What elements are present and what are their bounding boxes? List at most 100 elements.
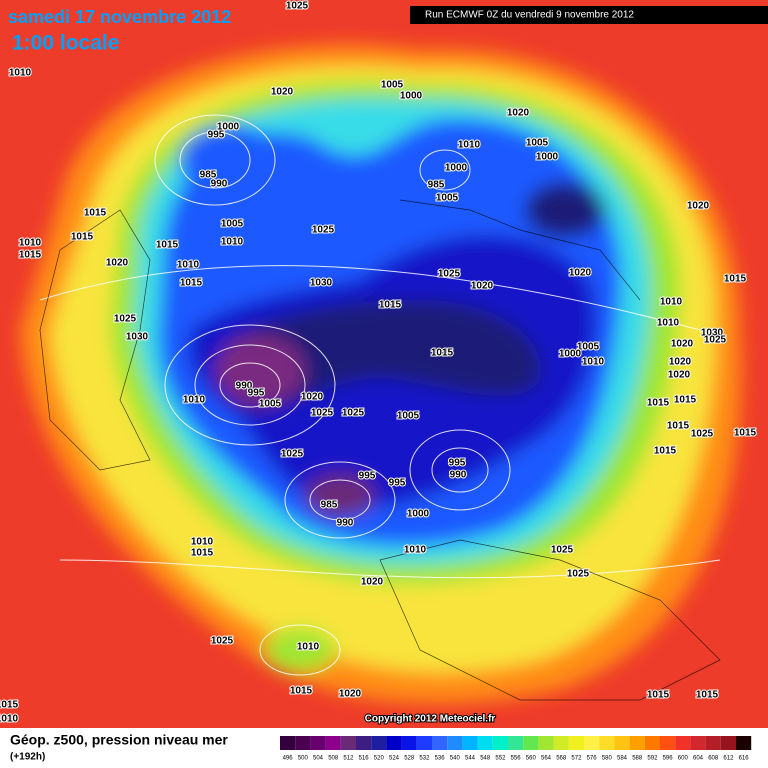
field	[0, 0, 768, 728]
isobar-label: 1010	[458, 140, 481, 151]
isobar-label: 1010	[177, 260, 200, 271]
isobar-label: 1010	[0, 714, 19, 725]
isobar-label: 1015	[19, 250, 42, 261]
isobar-label: 1015	[156, 240, 179, 251]
scale-swatch	[690, 736, 706, 750]
scale-label: 604	[693, 756, 704, 762]
scale-label: 596	[663, 756, 674, 762]
isobar-label: 1010	[657, 318, 680, 329]
isobar-label: 1030	[701, 328, 724, 339]
isobar-label: 1020	[668, 370, 691, 381]
scale-label: 580	[602, 756, 613, 762]
copyright: Copyright 2012 Meteociel.fr	[365, 714, 496, 725]
isobar-label: 1000	[559, 349, 582, 360]
isobar-label: 990	[211, 179, 228, 190]
isobar-label: 985	[428, 180, 445, 191]
isobar-label: 990	[337, 518, 354, 529]
scale-swatch	[477, 736, 493, 750]
scale-swatch	[720, 736, 736, 750]
scale-swatch	[675, 736, 691, 750]
scale-swatch	[386, 736, 402, 750]
isobar-label: 1025	[286, 1, 309, 12]
scale-swatch	[568, 736, 584, 750]
map-title: samedi 17 novembre 2012	[8, 7, 231, 27]
scale-label: 616	[739, 756, 750, 762]
isobar-label: 1025	[114, 314, 137, 325]
isobar-label: 1000	[217, 122, 240, 133]
isobar-label: 985	[321, 500, 338, 511]
scale-label: 600	[678, 756, 689, 762]
scale-label: 560	[526, 756, 537, 762]
isobar-label: 1020	[687, 201, 710, 212]
isobar-label: 1020	[671, 339, 694, 350]
isobar-label: 1015	[71, 232, 94, 243]
footer-title: Géop. z500, pression niveau mer	[10, 732, 228, 748]
scale-swatch	[295, 736, 311, 750]
scale-label: 592	[647, 756, 658, 762]
scale-label: 544	[465, 756, 476, 762]
scale-swatch	[447, 736, 463, 750]
scale-swatch	[462, 736, 478, 750]
isobar-label: 1020	[471, 281, 494, 292]
scale-swatch	[401, 736, 417, 750]
isobar-label: 990	[236, 381, 253, 392]
isobar-label: 1010	[582, 357, 605, 368]
scale-label: 540	[450, 756, 461, 762]
isobar-label: 1005	[381, 80, 404, 91]
scale-label: 612	[723, 756, 734, 762]
isobar-label: 995	[389, 478, 406, 489]
scale-label: 508	[328, 756, 339, 762]
run-box	[410, 6, 768, 24]
isobar-label: 1005	[436, 193, 459, 204]
isobar-label: 1025	[438, 269, 461, 280]
scale-swatch	[538, 736, 554, 750]
scale-swatch	[508, 736, 524, 750]
isobar-label: 1010	[9, 68, 32, 79]
isobar-label: 1015	[724, 274, 747, 285]
z500-shading	[20, 44, 742, 704]
isobar-label: 1015	[84, 208, 107, 219]
scale-swatch	[416, 736, 432, 750]
scale-label: 520	[374, 756, 385, 762]
isobar-label: 1020	[301, 392, 324, 403]
isobar-label: 1010	[191, 537, 214, 548]
scale-swatch	[736, 736, 752, 750]
scale-swatch	[599, 736, 615, 750]
isobar-label: 1025	[567, 569, 590, 580]
isobar-label: 1000	[536, 152, 559, 163]
isobar-label: 1015	[667, 421, 690, 432]
isobar-label: 1010	[221, 237, 244, 248]
scale-label: 512	[343, 756, 354, 762]
scale-label: 524	[389, 756, 400, 762]
scale-label: 584	[617, 756, 628, 762]
isobar-label: 1015	[696, 690, 719, 701]
scale-label: 496	[283, 756, 294, 762]
isobar-label: 1030	[126, 332, 149, 343]
isobar-label: 1015	[654, 446, 677, 457]
scale-swatch	[705, 736, 721, 750]
isobar-label: 995	[359, 471, 376, 482]
scale-swatch	[432, 736, 448, 750]
scale-label: 548	[480, 756, 491, 762]
isobar-label: 1025	[311, 408, 334, 419]
scale-swatch	[584, 736, 600, 750]
scale-label: 576	[587, 756, 598, 762]
scale-swatch	[629, 736, 645, 750]
isobar-label: 1015	[431, 348, 454, 359]
isobar-label: 1025	[551, 545, 574, 556]
isobar-label: 1025	[704, 335, 727, 346]
isobar-label: 1015	[647, 398, 670, 409]
coastlines	[39, 199, 721, 701]
scale-swatch	[523, 736, 539, 750]
isobar-label: 1020	[507, 108, 530, 119]
isobar-label: 1025	[312, 225, 335, 236]
isobar-label: 990	[450, 470, 467, 481]
isobar-label: 1015	[0, 700, 19, 711]
isobar-label: 1005	[259, 399, 282, 410]
isobar-label: 1025	[281, 449, 304, 460]
isobar-label: 995	[208, 130, 225, 141]
isobar-label: 1010	[404, 545, 427, 556]
scale-swatch	[660, 736, 676, 750]
isobar-label: 1015	[180, 278, 203, 289]
